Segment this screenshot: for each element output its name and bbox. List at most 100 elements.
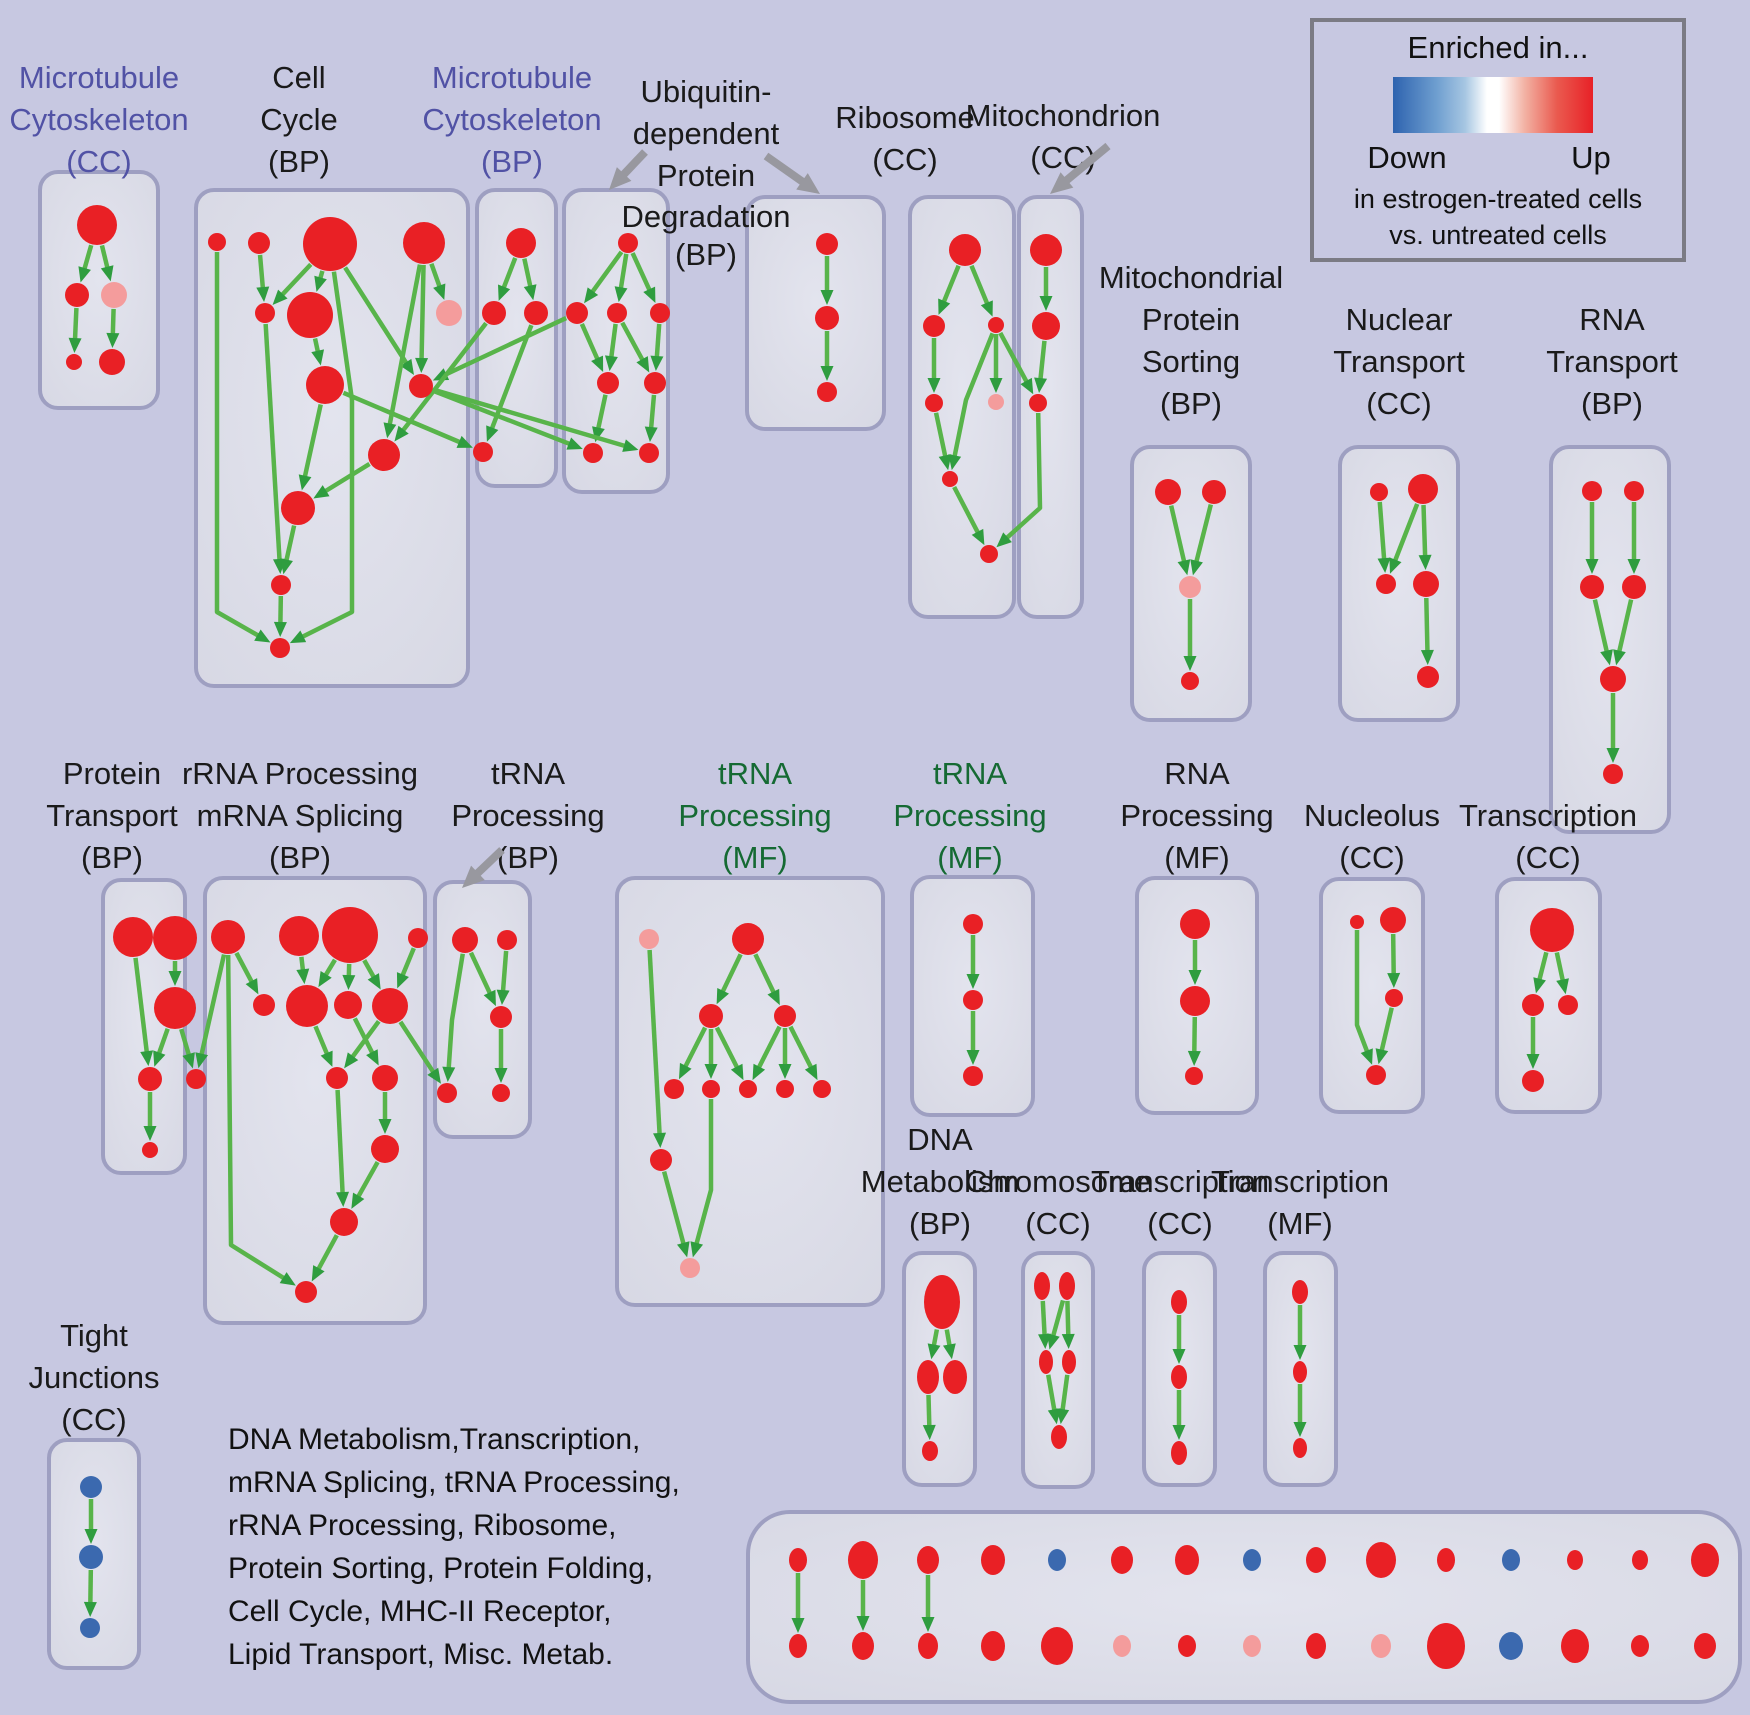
group-label-trna_processing_mf_big: (MF)	[722, 840, 787, 875]
edge-arrow	[630, 252, 653, 293]
footnote-line: mRNA Splicing, tRNA Processing,	[228, 1466, 680, 1499]
edge-arrow-head	[716, 987, 729, 1005]
go-term-node-t3	[490, 1006, 512, 1028]
edge-arrow-head	[1061, 1333, 1075, 1350]
group-label-rna_transport: Transport	[1546, 344, 1678, 379]
edge-arrow-head	[1389, 557, 1402, 574]
edge-arrow	[1424, 597, 1430, 653]
go-term-node-g11	[680, 1258, 700, 1278]
group-label-transcription_cc_bottom: (CC)	[1147, 1206, 1212, 1241]
go-term-node-tc4	[1522, 1070, 1544, 1092]
edge-arrow-head	[591, 355, 604, 373]
edge-arrow-head	[1188, 970, 1202, 985]
group-label-protein_transport: Protein	[63, 756, 161, 791]
go-term-node-tc2	[1522, 994, 1544, 1016]
edge-arrow	[133, 957, 150, 1054]
edge-arrow	[620, 321, 646, 363]
group-label-ribosome: Ribosome	[835, 100, 975, 135]
edge-arrow	[933, 412, 948, 458]
edge-arrow	[429, 262, 443, 289]
edge-arrow-head	[311, 1265, 325, 1282]
edge-arrow-head	[378, 1119, 392, 1134]
edge-arrow-head	[584, 287, 599, 304]
edge-arrow	[1050, 1299, 1066, 1338]
edge-arrow	[214, 252, 261, 639]
go-term-node-m3	[524, 301, 548, 325]
edge-arrow-head	[366, 1049, 379, 1066]
edge-arrow-head	[1375, 1048, 1389, 1065]
go-term-node-r4	[925, 394, 943, 412]
group-label-trna_processing_mf_big: Processing	[678, 798, 831, 833]
edge-arrow-head	[195, 1052, 209, 1069]
go-term-node-r2	[923, 315, 945, 337]
group-label-cell_cycle: Cycle	[260, 102, 338, 137]
edge-arrow	[608, 323, 618, 359]
edge-arrow-head	[704, 1064, 718, 1079]
group-label-tight_junctions: (CC)	[61, 1402, 126, 1437]
go-term-node-lt12	[1502, 1549, 1520, 1571]
group-label-mito_protein_sorting: Mitochondrial	[1099, 260, 1283, 295]
edge-arrow-head	[1056, 1408, 1070, 1425]
go-term-node-m1	[506, 228, 536, 258]
go-term-node-nu4	[1366, 1065, 1386, 1085]
edge-arrow-head	[272, 289, 288, 305]
label-pointer-arrow	[1062, 142, 1111, 185]
edge-arrow-head	[1039, 296, 1053, 311]
edge-arrow-head	[280, 558, 293, 575]
edge-arrow	[313, 1025, 330, 1056]
edge-arrow-head	[153, 1050, 166, 1067]
edge-arrow-head	[396, 972, 409, 989]
edge-arrow	[1392, 503, 1420, 563]
go-term-node-d3	[943, 1360, 967, 1394]
go-term-node-tj3	[80, 1618, 100, 1638]
legend-subtitle-line2: vs. untreated cells	[1389, 220, 1607, 250]
edge-arrow-head	[804, 1063, 818, 1081]
go-term-node-a4	[66, 354, 82, 370]
group-label-ubiquitin_degradation_a: dependent	[633, 116, 780, 151]
edge-arrow	[99, 244, 110, 270]
go-term-node-cc12	[271, 575, 291, 595]
group-label-microtubule_bp: Cytoskeleton	[422, 102, 601, 137]
edge-arrow	[788, 1025, 814, 1070]
edge-arrow	[1390, 933, 1396, 976]
go-term-node-r3	[988, 317, 1004, 333]
go-term-node-lt10	[1366, 1542, 1396, 1578]
edge-arrow-head	[1387, 972, 1401, 989]
go-term-node-a2	[65, 283, 89, 307]
edge-arrow-head	[320, 1050, 333, 1067]
go-term-node-rr11	[371, 1135, 399, 1163]
edge-arrow	[944, 1329, 952, 1347]
edge-arrow-head	[730, 1063, 744, 1081]
edge-arrow-head	[1526, 1054, 1540, 1069]
go-term-node-tj1	[80, 1476, 102, 1498]
edge-arrow	[283, 525, 297, 563]
go-term-node-rr13	[295, 1281, 317, 1303]
edge-arrow-head	[415, 357, 429, 374]
go-term-node-lb6	[1113, 1635, 1131, 1657]
group-box-ubiquitin_degradation_b	[745, 195, 886, 431]
go-term-node-nt3	[1376, 574, 1396, 594]
go-term-node-ch3	[1039, 1350, 1053, 1374]
edge-arrow	[419, 264, 426, 361]
go-term-node-rr10	[372, 1065, 398, 1091]
group-label-rna_transport: (BP)	[1581, 386, 1643, 421]
group-label-transcription_cc_mid: (CC)	[1515, 840, 1580, 875]
group-label-microtubule_cc: Cytoskeleton	[9, 102, 188, 137]
edge-arrow	[579, 323, 600, 362]
label-pointer-arrow	[473, 847, 505, 878]
edge-arrow-head	[966, 1050, 980, 1065]
group-box-transcription_cc_mid	[1495, 877, 1602, 1114]
go-term-node-nt2	[1408, 474, 1438, 504]
footnote-text: DNA Metabolism,Transcription, mRNA Splic…	[228, 1418, 788, 1676]
group-label-nuclear_transport: (CC)	[1366, 386, 1431, 421]
edge-arrow	[81, 244, 94, 271]
group-label-microtubule_bp: (BP)	[481, 144, 543, 179]
go-term-node-mp1	[1155, 479, 1181, 505]
go-term-node-nu1	[1350, 915, 1364, 929]
edge-arrow-head	[313, 485, 330, 499]
go-term-node-ch5	[1051, 1425, 1067, 1449]
edge-arrow	[302, 404, 323, 479]
go-term-node-g1	[639, 929, 659, 949]
go-term-node-n2	[1180, 986, 1210, 1016]
go-term-node-rr6	[286, 985, 328, 1027]
